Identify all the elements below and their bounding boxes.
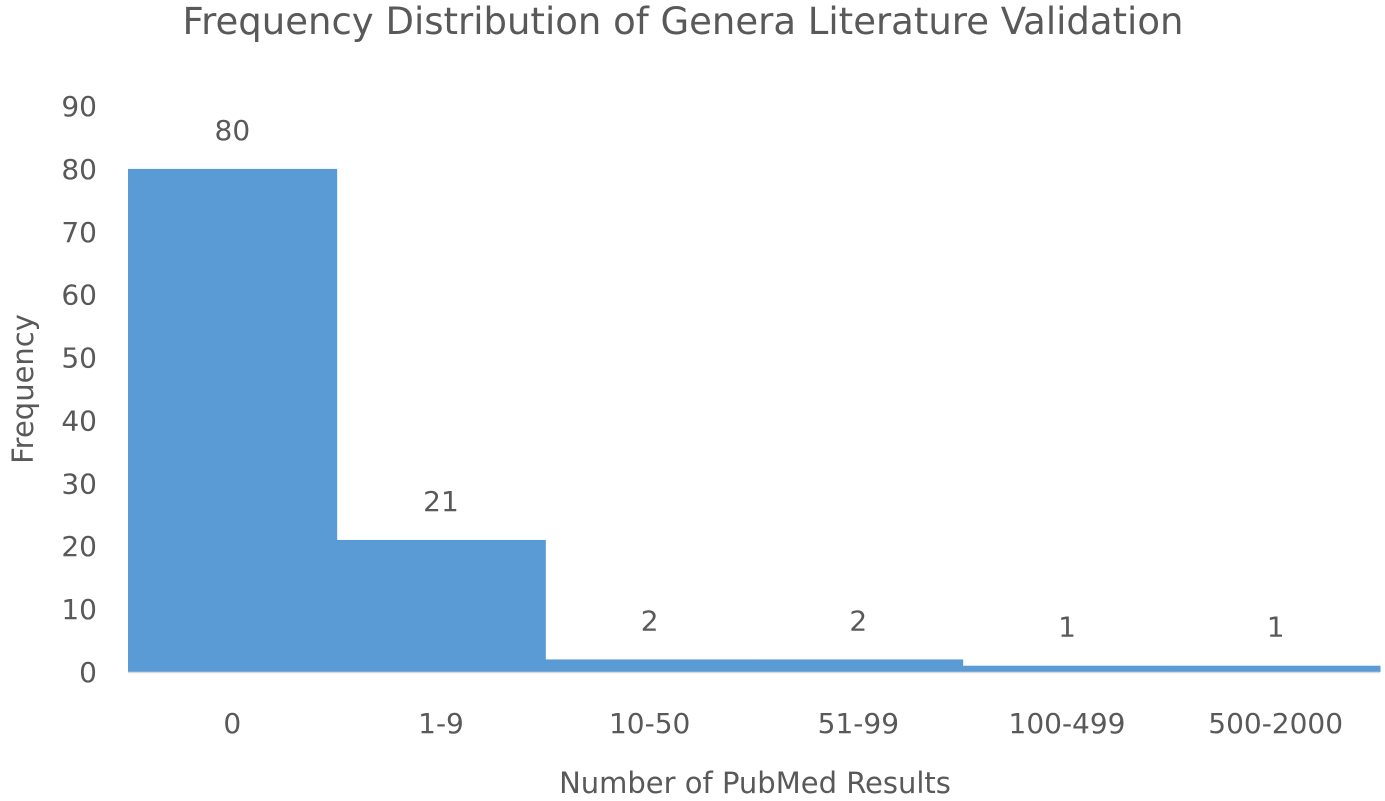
- y-tick-label: 10: [61, 593, 97, 626]
- bar-10-50: [545, 659, 755, 672]
- y-tick-label: 0: [79, 656, 97, 689]
- x-tick-label: 51-99: [818, 707, 899, 740]
- x-axis-label: Number of PubMed Results: [559, 766, 951, 800]
- x-tick-label: 1-9: [418, 707, 464, 740]
- y-tick-label: 20: [61, 530, 97, 563]
- data-label: 1: [1267, 611, 1285, 644]
- x-tick-label: 0: [223, 707, 241, 740]
- y-tick-label: 50: [61, 342, 97, 375]
- data-label: 21: [423, 485, 459, 518]
- data-label: 2: [849, 604, 867, 637]
- y-axis-label: Frequency: [6, 314, 40, 464]
- data-label: 1: [1058, 611, 1076, 644]
- bar-0: [128, 168, 338, 672]
- x-tick-label: 500-2000: [1208, 707, 1343, 740]
- data-label: 2: [641, 604, 659, 637]
- y-tick-label: 70: [61, 216, 97, 249]
- x-tick-label: 10-50: [609, 707, 690, 740]
- y-tick-label: 60: [61, 279, 97, 312]
- bar-1-9: [336, 539, 546, 672]
- y-tick-label: 80: [61, 153, 97, 186]
- y-tick-label: 30: [61, 467, 97, 500]
- bar-500-2000: [1171, 665, 1381, 672]
- y-tick-label: 90: [61, 90, 97, 123]
- data-label: 80: [215, 114, 251, 147]
- y-tick-label: 40: [61, 404, 97, 437]
- x-tick-label: 100-499: [1009, 707, 1126, 740]
- chart-title: Frequency Distribution of Genera Literat…: [183, 0, 1184, 43]
- bar-100-499: [962, 665, 1172, 672]
- bar-51-99: [754, 659, 964, 672]
